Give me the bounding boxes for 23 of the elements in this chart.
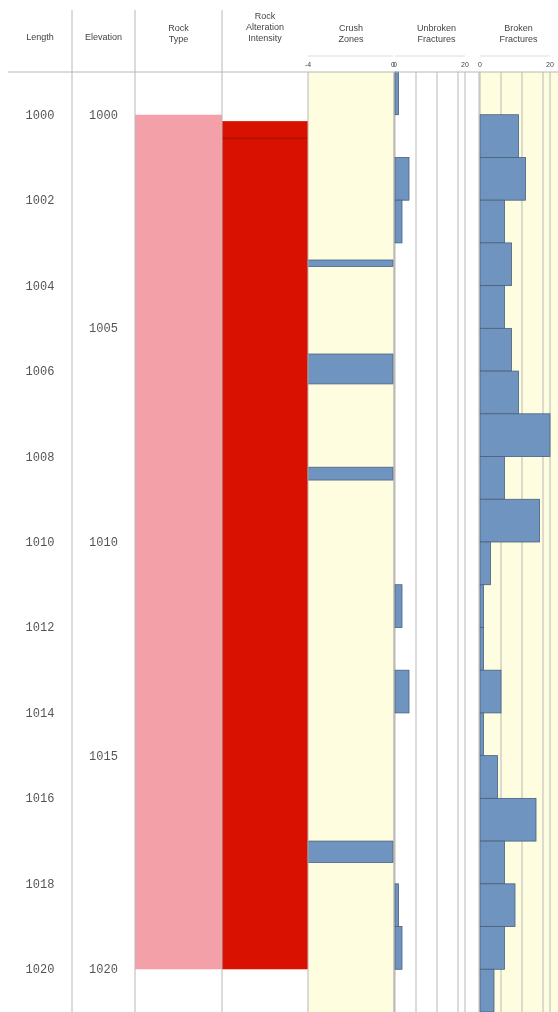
y-tick-label: 1002 <box>25 194 55 209</box>
y-tick-label: 1015 <box>89 749 118 764</box>
y-tick-label: 1010 <box>25 536 55 550</box>
y-axis-title: Elevation <box>84 32 123 42</box>
y-tick-label: 1006 <box>25 365 55 380</box>
y-tick-label: 1000 <box>89 108 118 123</box>
y-tick-label: 1020 <box>89 963 118 978</box>
y-tick-label: 1018 <box>25 877 55 892</box>
chart-title: Broken Fractures <box>499 22 538 44</box>
chart-title: Unbroken Fractures <box>416 22 457 44</box>
y-axis-title: Length <box>26 32 54 42</box>
chart-title: Crush Zones <box>338 22 365 44</box>
y-tick-label: 1010 <box>89 536 118 550</box>
y-tick-label: 1012 <box>25 621 55 636</box>
y-tick-label: 1005 <box>89 322 118 337</box>
chart-title: Rock Type <box>168 22 190 44</box>
y-tick-label: 1008 <box>25 450 55 465</box>
y-tick-label: 1014 <box>25 706 55 721</box>
y-tick-label: 1016 <box>25 792 55 807</box>
y-tick-label: 1020 <box>25 963 55 978</box>
chart-title: Rock Alteration Intensity <box>245 11 285 43</box>
y-tick-label: 1000 <box>25 108 55 123</box>
y-tick-label: 1004 <box>25 279 55 294</box>
